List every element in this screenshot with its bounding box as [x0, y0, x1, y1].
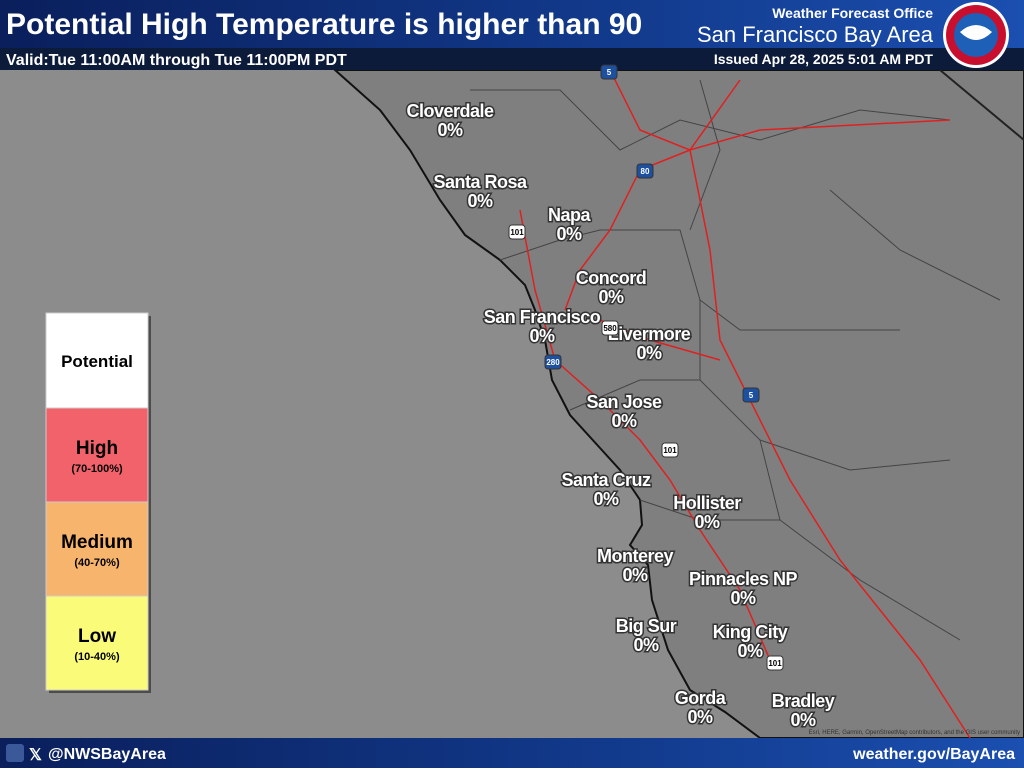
legend-title: Potential	[61, 352, 133, 371]
highway-number: 5	[607, 68, 612, 77]
facebook-icon[interactable]	[6, 744, 24, 762]
city-name: San Jose	[586, 392, 662, 412]
legend: Potential High (70-100%) Medium (40-70%) Low…	[45, 312, 151, 693]
header-bar	[0, 0, 1024, 48]
city-name: Gorda	[675, 688, 727, 708]
legend-range: (70-100%)	[71, 463, 123, 475]
legend-range: (10-40%)	[74, 651, 120, 663]
legend-label: Medium	[61, 532, 133, 553]
city-percent: 0%	[467, 191, 493, 211]
highway-number: 80	[641, 167, 650, 176]
city-name: Livermore	[608, 324, 691, 344]
city-percent: 0%	[437, 120, 463, 140]
nws-logo	[943, 2, 1009, 68]
valid-bar	[0, 48, 1024, 70]
highway-number: 280	[546, 358, 560, 367]
website[interactable]: weather.gov/BayArea	[852, 746, 1015, 763]
city-percent: 0%	[737, 641, 763, 661]
x-icon[interactable]: 𝕏	[29, 747, 42, 764]
region: San Francisco Bay Area	[697, 22, 934, 47]
city-name: San Francisco	[484, 307, 601, 327]
highway-number: 101	[510, 228, 524, 237]
highway-shield	[766, 655, 784, 671]
legend-label: Low	[78, 626, 116, 647]
highway-number: 101	[768, 659, 782, 668]
footer-bar	[0, 738, 1024, 768]
city-name: Monterey	[597, 546, 674, 566]
city-name: Santa Rosa	[433, 172, 528, 192]
legend-range: (40-70%)	[74, 557, 120, 569]
city-percent: 0%	[687, 707, 713, 727]
legend-swatch	[45, 595, 149, 691]
office: Weather Forecast Office	[772, 5, 933, 21]
city-percent: 0%	[593, 489, 619, 509]
valid-time: Valid:Tue 11:00AM through Tue 11:00PM PD…	[6, 52, 347, 69]
highway-shield	[508, 224, 526, 240]
city-name: Bradley	[772, 691, 835, 711]
city-percent: 0%	[730, 588, 756, 608]
highway-shield	[600, 64, 618, 80]
legend-label: High	[76, 438, 118, 459]
city-percent: 0%	[622, 565, 648, 585]
highway-shield	[636, 163, 654, 179]
highway-shield	[544, 354, 562, 370]
highway-number: 580	[603, 324, 617, 333]
city-name: Hollister	[673, 493, 741, 513]
city-percent: 0%	[790, 710, 816, 730]
city-name: Pinnacles NP	[689, 569, 798, 589]
city-percent: 0%	[529, 326, 555, 346]
city-name: Concord	[576, 268, 647, 288]
highway-number: 101	[663, 446, 677, 455]
county-lines	[470, 79, 1001, 641]
title: Potential High Temperature is higher tha…	[6, 8, 642, 41]
attribution: Esri, HERE, Garmin, OpenStreetMap contri…	[809, 730, 1020, 736]
highway-shield	[742, 387, 760, 403]
city-name: Cloverdale	[406, 101, 494, 121]
state-line	[939, 69, 1024, 141]
city-percent: 0%	[598, 287, 624, 307]
city-name: Santa Cruz	[561, 470, 651, 490]
city-percent: 0%	[611, 411, 637, 431]
city-percent: 0%	[556, 224, 582, 244]
land	[332, 69, 1024, 739]
issued: Issued Apr 28, 2025 5:01 AM PDT	[714, 51, 934, 67]
city-percent: 0%	[633, 635, 659, 655]
highway-number: 5	[749, 391, 754, 400]
city-name: Big Sur	[616, 616, 677, 636]
city-percent: 0%	[694, 512, 720, 532]
highway-shield	[661, 442, 679, 458]
city-percent: 0%	[636, 343, 662, 363]
city-name: King City	[713, 622, 788, 642]
highway-shield	[601, 320, 619, 336]
city-name: Napa	[548, 205, 592, 225]
social-handle[interactable]: @NWSBayArea	[48, 746, 166, 763]
legend-swatch	[45, 407, 149, 503]
